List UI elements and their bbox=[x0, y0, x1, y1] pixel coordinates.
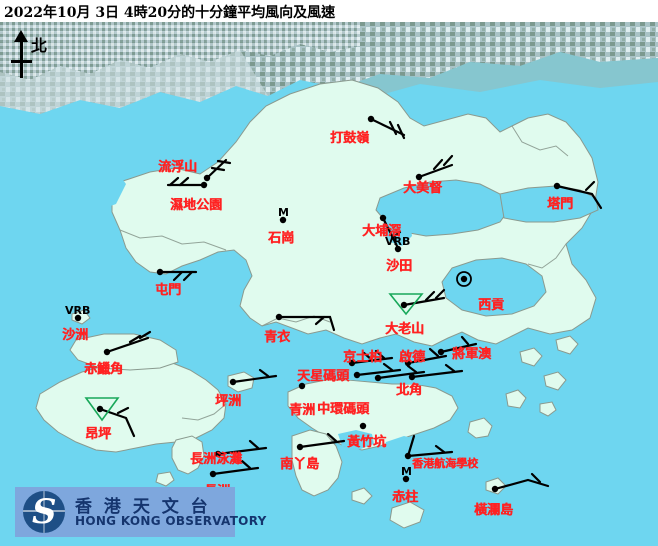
station-label-kai-tak: 啟德 bbox=[399, 350, 426, 365]
station-label-tai-mei-tuk: 大美督 bbox=[403, 181, 443, 196]
hko-logo-english: HONG KONG OBSERVATORY bbox=[75, 514, 267, 528]
station-label-tsing-yi: 青衣 bbox=[264, 330, 291, 345]
calm-wind-marker-shek-kong: M bbox=[278, 206, 289, 219]
station-label-tap-mun: 塔門 bbox=[547, 197, 574, 212]
station-label-green-island: 青洲 bbox=[289, 403, 316, 418]
variable-wind-marker-sha-chau: VRB bbox=[65, 304, 91, 317]
map-canvas: 北 打鼓嶺流浮山濕地公園石崗 M 大美督塔門大埔滘沙田 VRB 屯門沙洲 VRB 赤鱲角昂坪… bbox=[0, 22, 658, 546]
calm-wind-marker-stanley: M bbox=[401, 465, 412, 478]
station-label-tuen-mun: 屯門 bbox=[155, 283, 182, 298]
north-arrow-head bbox=[14, 30, 28, 42]
station-label-sha-chau: 沙洲 bbox=[62, 328, 89, 343]
station-label-hk-sea-school: 香港航海學校 bbox=[412, 457, 478, 470]
station-label-sai-kung: 西貢 bbox=[478, 298, 505, 313]
station-label-tates-cairn: 大老山 bbox=[385, 322, 425, 337]
page-title: 2022年10月 3日 4時20分的十分鐘平均風向及風速 bbox=[4, 5, 336, 21]
hko-logo: S 香 港 天 文 台 HONG KONG OBSERVATORY bbox=[15, 487, 266, 537]
station-label-kings-park: 京士柏 bbox=[343, 350, 383, 365]
station-label-cheung-chau-beach: 長洲泳灘 bbox=[190, 452, 243, 467]
hko-logo-mark: S bbox=[23, 491, 65, 533]
variable-wind-marker-sha-tin: VRB bbox=[385, 235, 411, 248]
logo-gridline-h bbox=[23, 510, 65, 512]
station-label-peng-chau: 坪洲 bbox=[215, 394, 242, 409]
station-label-central-pier: 中環碼頭 bbox=[317, 402, 370, 417]
station-label-ngong-ping: 昂坪 bbox=[85, 427, 112, 442]
logo-s-glyph: S bbox=[32, 492, 57, 532]
station-label-tai-po-kau: 大埔滘 bbox=[362, 224, 402, 239]
station-label-lau-fau-shan: 流浮山 bbox=[158, 160, 198, 175]
north-arrow-shaft bbox=[20, 38, 23, 78]
map-graphics bbox=[0, 22, 658, 546]
green-triangle-markers bbox=[84, 293, 424, 422]
station-label-star-ferry: 天星碼頭 bbox=[297, 369, 350, 384]
wind-barbs bbox=[98, 117, 603, 491]
station-label-wetland-park: 濕地公園 bbox=[170, 198, 223, 213]
station-label-stanley: 赤柱 bbox=[392, 490, 419, 505]
mainland-satellite-strip bbox=[0, 22, 658, 114]
station-label-shek-kong: 石崗 bbox=[268, 231, 295, 246]
north-arrow-crossbar bbox=[11, 60, 32, 63]
station-label-tseung-kwan-o: 將軍澳 bbox=[452, 347, 492, 362]
station-label-lamma-island: 南丫島 bbox=[280, 457, 320, 472]
north-arrow: 北 bbox=[6, 30, 52, 82]
station-label-waglan-island: 橫瀾島 bbox=[474, 503, 514, 518]
station-label-sha-tin: 沙田 bbox=[386, 259, 413, 274]
title-bar: 2022年10月 3日 4時20分的十分鐘平均風向及風速 bbox=[0, 0, 658, 22]
station-label-wong-chuk-hang: 黃竹坑 bbox=[347, 435, 387, 450]
station-label-chek-lap-kok: 赤鱲角 bbox=[84, 362, 124, 377]
logo-gridline-v bbox=[43, 491, 45, 533]
station-label-north-point: 北角 bbox=[396, 383, 423, 398]
bays-and-harbours bbox=[0, 134, 599, 460]
hko-logo-chinese: 香 港 天 文 台 bbox=[75, 497, 211, 517]
station-dots bbox=[74, 115, 561, 493]
north-label: 北 bbox=[31, 36, 48, 55]
station-label-ta-kwu-ling: 打鼓嶺 bbox=[330, 131, 370, 146]
sai-kung-ring-marker bbox=[456, 271, 472, 287]
